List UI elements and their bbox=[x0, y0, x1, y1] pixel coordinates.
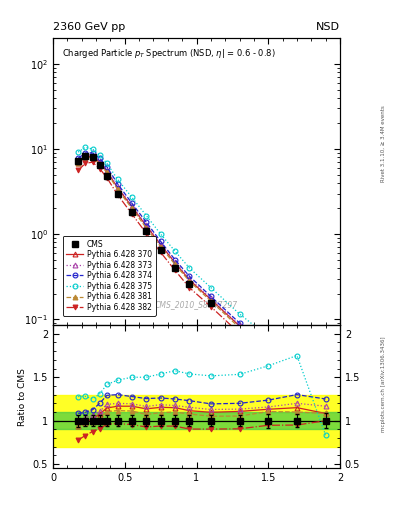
Text: 2360 GeV pp: 2360 GeV pp bbox=[53, 22, 125, 32]
Text: NSD: NSD bbox=[316, 22, 340, 32]
Legend: CMS, Pythia 6.428 370, Pythia 6.428 373, Pythia 6.428 374, Pythia 6.428 375, Pyt: CMS, Pythia 6.428 370, Pythia 6.428 373,… bbox=[62, 236, 156, 315]
Y-axis label: Ratio to CMS: Ratio to CMS bbox=[18, 368, 27, 426]
Text: mcplots.cern.ch [arXiv:1306.3436]: mcplots.cern.ch [arXiv:1306.3436] bbox=[381, 336, 386, 432]
Bar bbox=[53, 395, 340, 447]
Text: Rivet 3.1.10, ≥ 3.4M events: Rivet 3.1.10, ≥ 3.4M events bbox=[381, 105, 386, 182]
Text: Charged Particle $p_{T}$ Spectrum (NSD, $\eta|$ = 0.6 - 0.8): Charged Particle $p_{T}$ Spectrum (NSD, … bbox=[62, 47, 275, 60]
Bar bbox=[53, 412, 340, 430]
Text: CMS_2010_S8547297: CMS_2010_S8547297 bbox=[155, 301, 238, 309]
